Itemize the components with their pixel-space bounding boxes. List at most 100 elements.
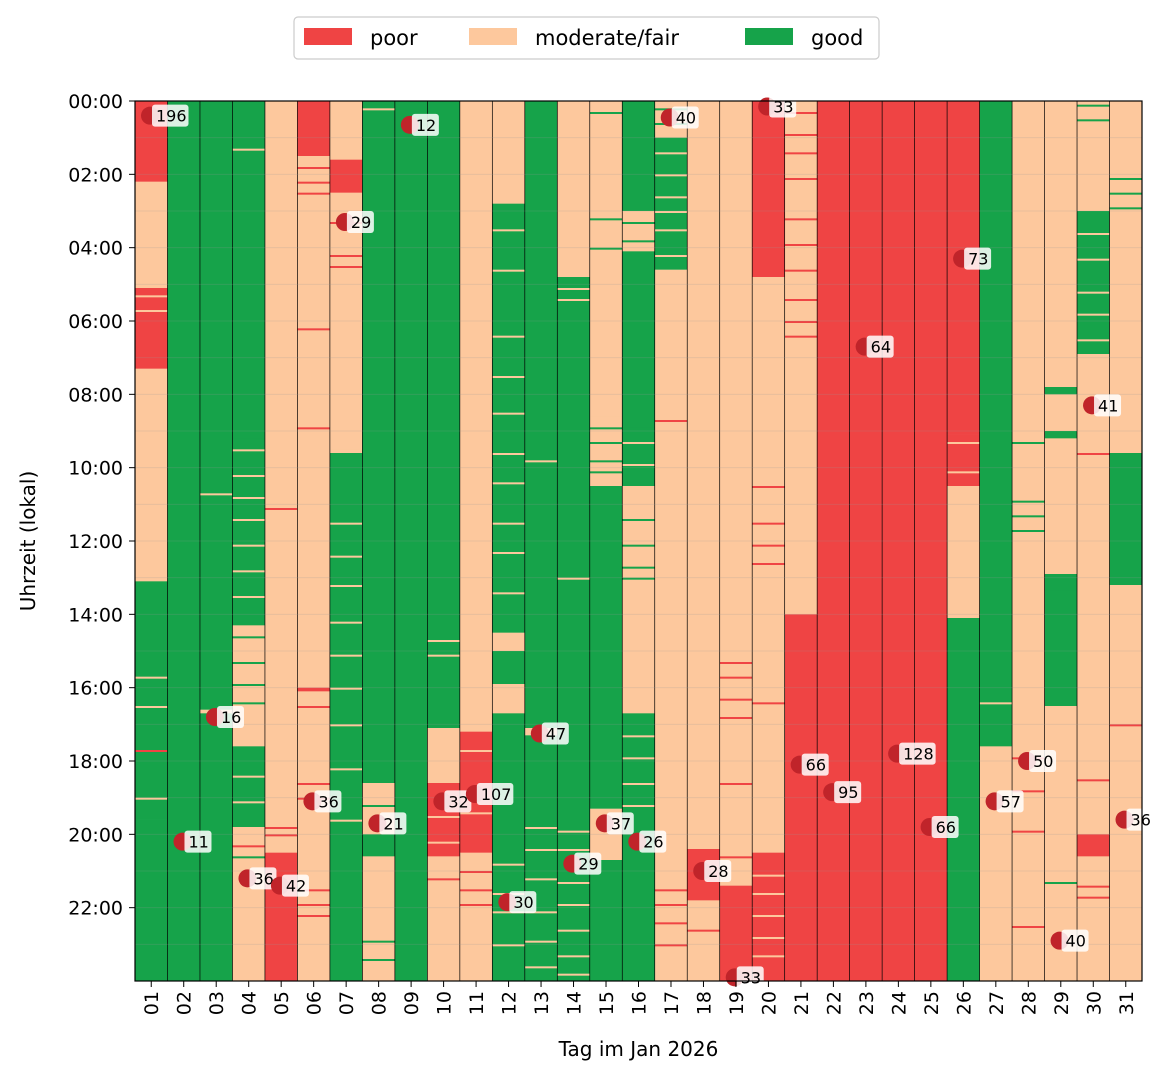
cell-segment (719, 101, 753, 886)
x-axis-ticks: 01 02 03 04 05 06 07 08 09 10 11 12 13 14 15 16 17 18 19 20… (141, 981, 1138, 1015)
annotation-box (476, 783, 514, 805)
annotation-label: 36 (318, 792, 338, 811)
cell-stripe (1109, 207, 1142, 210)
cell-stripe (329, 819, 363, 822)
cell-segment (1077, 834, 1110, 857)
cell-stripe (362, 940, 395, 943)
cell-stripe (524, 966, 558, 969)
cell-segment (232, 438, 266, 626)
annotation-box (671, 106, 699, 129)
cell-stripe (524, 827, 558, 829)
cell-segment (427, 728, 461, 784)
y-tick-label: 22:00 (68, 898, 123, 920)
cell-stripe (622, 222, 655, 224)
cell-stripe (622, 544, 655, 547)
cell-segment (329, 449, 363, 454)
annotation-box (281, 874, 309, 897)
cell-stripe (622, 735, 655, 738)
x-tick-label: 01 (141, 991, 163, 1015)
cell-stripe (362, 108, 395, 111)
cell-segment (199, 101, 233, 710)
annotation-03: 16 (205, 706, 244, 728)
cell-stripe (135, 676, 168, 679)
cell-stripe (979, 702, 1013, 705)
x-tick-label: 25 (921, 991, 943, 1015)
cell-segment (687, 900, 721, 982)
cell-stripe (557, 973, 590, 976)
annotation-label: 196 (156, 107, 187, 126)
x-tick-label: 20 (758, 991, 780, 1015)
cell-stripe (719, 856, 753, 859)
annotation-11: 107 (465, 783, 514, 805)
cell-stripe (752, 563, 785, 565)
cell-stripe (427, 640, 460, 642)
legend-swatch (469, 28, 517, 45)
annotation-27: 57 (985, 790, 1024, 813)
y-tick-label: 04:00 (68, 238, 123, 260)
cell-segment (1077, 354, 1110, 835)
annotation-box (1061, 929, 1089, 952)
cell-segment (427, 856, 461, 982)
cell-segment (232, 101, 266, 439)
cell-segment (427, 101, 461, 641)
annotation-box (834, 781, 862, 804)
cell-stripe (329, 724, 363, 727)
annotation-box (346, 211, 374, 233)
x-tick-label: 04 (239, 991, 261, 1015)
x-tick-label: 27 (986, 991, 1008, 1015)
cell-stripe (1109, 724, 1142, 727)
cell-stripe (524, 849, 558, 851)
legend-label: poor (370, 26, 418, 50)
cell-stripe (199, 493, 233, 496)
cell-stripe (557, 299, 590, 301)
cell-stripe (654, 255, 688, 257)
x-tick-label: 13 (531, 991, 553, 1015)
cell-stripe (784, 321, 818, 323)
cell-stripe (784, 335, 818, 338)
cell-stripe (784, 178, 818, 180)
annotation-30: 41 (1083, 394, 1122, 417)
cell-stripe (784, 244, 818, 246)
cell-stripe (1077, 313, 1110, 316)
annotation-05: 42 (270, 874, 309, 897)
cell-stripe (329, 255, 363, 257)
cell-segment (329, 101, 363, 160)
annotation-label: 36 (253, 869, 273, 888)
y-tick-label: 20:00 (68, 824, 123, 846)
cell-stripe (297, 181, 330, 184)
cell-stripe (135, 797, 168, 800)
cell-stripe (557, 955, 590, 958)
x-tick-label: 03 (206, 991, 228, 1015)
cell-stripe (492, 229, 525, 232)
cell-segment (557, 277, 591, 982)
annotation-label: 73 (968, 250, 988, 269)
cell-stripe (557, 577, 590, 580)
cell-stripe (589, 460, 623, 463)
annotation-20: 33 (758, 95, 797, 118)
cell-stripe (329, 266, 363, 268)
cell-stripe (622, 464, 655, 466)
cell-stripe (784, 134, 818, 136)
cell-stripe (784, 152, 818, 155)
cell-stripe (557, 849, 590, 851)
cell-segment (492, 684, 526, 714)
cell-stripe (524, 940, 558, 943)
cell-stripe (232, 570, 265, 573)
annotation-12: 30 (498, 891, 537, 914)
x-tick-label: 12 (499, 991, 521, 1015)
legend-swatch (745, 28, 793, 45)
annotation-box (509, 891, 537, 914)
cell-stripe (589, 442, 623, 444)
cell-segment (622, 211, 656, 252)
legend-swatch (304, 28, 352, 45)
cell-stripe (622, 757, 655, 760)
cell-stripe (1077, 885, 1110, 888)
cell-segment (654, 137, 688, 270)
x-tick-label: 07 (336, 991, 358, 1015)
cell-segment (1044, 101, 1078, 388)
cell-stripe (654, 211, 688, 213)
cell-stripe (362, 805, 395, 807)
cell-stripe (1109, 192, 1142, 195)
cell-stripe (557, 882, 590, 884)
cell-segment (427, 640, 461, 729)
